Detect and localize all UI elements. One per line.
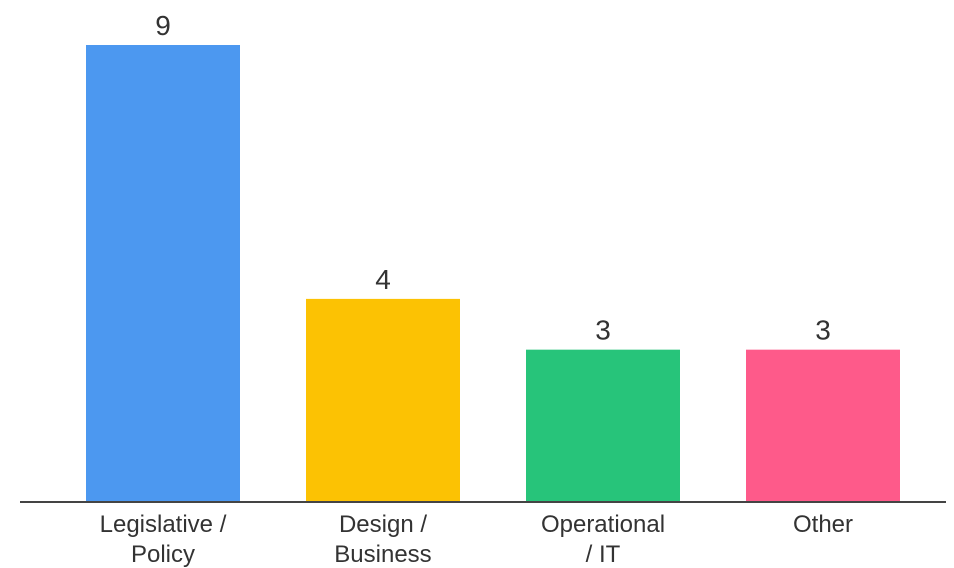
- category-labels-group: Legislative / Policy Design / Business Opera…: [100, 511, 853, 568]
- category-label-4-line-1: Other: [793, 511, 853, 538]
- value-label-1: 9: [155, 10, 171, 41]
- category-label-2-line-2: Business: [334, 541, 431, 568]
- bar-4: [746, 349, 900, 502]
- category-label-1-line-2: Policy: [131, 541, 195, 568]
- bars-group: [86, 45, 900, 502]
- value-label-3: 3: [595, 315, 611, 346]
- value-labels-group: 9 4 3 3: [155, 10, 831, 346]
- category-label-3-line-2: / IT: [586, 541, 621, 568]
- category-label-2-line-1: Design /: [339, 511, 427, 538]
- bar-3: [526, 349, 680, 502]
- value-label-2: 4: [375, 264, 391, 295]
- value-label-4: 3: [815, 315, 831, 346]
- bar-1: [86, 45, 240, 502]
- bar-2: [306, 298, 460, 502]
- category-label-1-line-1: Legislative /: [100, 511, 227, 538]
- category-label-3-line-1: Operational: [541, 511, 665, 538]
